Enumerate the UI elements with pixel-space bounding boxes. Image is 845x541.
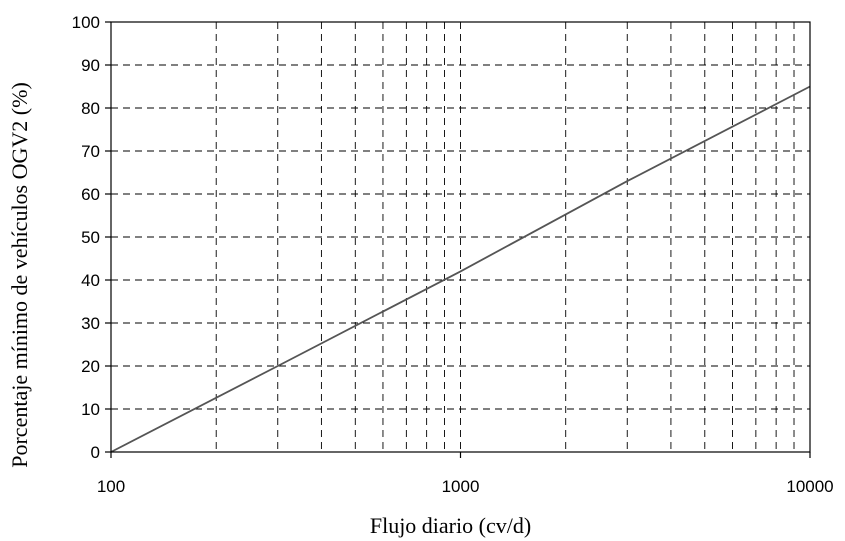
x-tick-labels: 100 1000 10000 <box>97 477 834 496</box>
y-tick-label: 90 <box>81 56 100 75</box>
y-tick-label: 70 <box>81 142 100 161</box>
series-layer <box>110 85 811 453</box>
series-line <box>110 85 811 453</box>
y-tick-label: 10 <box>81 400 100 419</box>
y-tick-label: 20 <box>81 357 100 376</box>
ticks <box>105 21 811 458</box>
y-tick-label: 0 <box>91 443 100 462</box>
x-tick-label: 1000 <box>442 477 480 496</box>
x-axis-title: Flujo diario (cv/d) <box>370 513 531 538</box>
y-tick-label: 30 <box>81 314 100 333</box>
y-tick-label: 100 <box>72 13 100 32</box>
y-tick-label: 50 <box>81 228 100 247</box>
x-tick-label: 100 <box>97 477 125 496</box>
y-tick-label: 60 <box>81 185 100 204</box>
x-tick-label: 10000 <box>786 477 833 496</box>
y-tick-label: 80 <box>81 99 100 118</box>
gridlines <box>111 22 810 452</box>
y-axis-title: Porcentaje mínimo de vehículos OGV2 (%) <box>7 82 32 468</box>
y-tick-labels: 0 10 20 30 40 50 60 70 80 90 100 <box>72 13 100 462</box>
y-tick-label: 40 <box>81 271 100 290</box>
